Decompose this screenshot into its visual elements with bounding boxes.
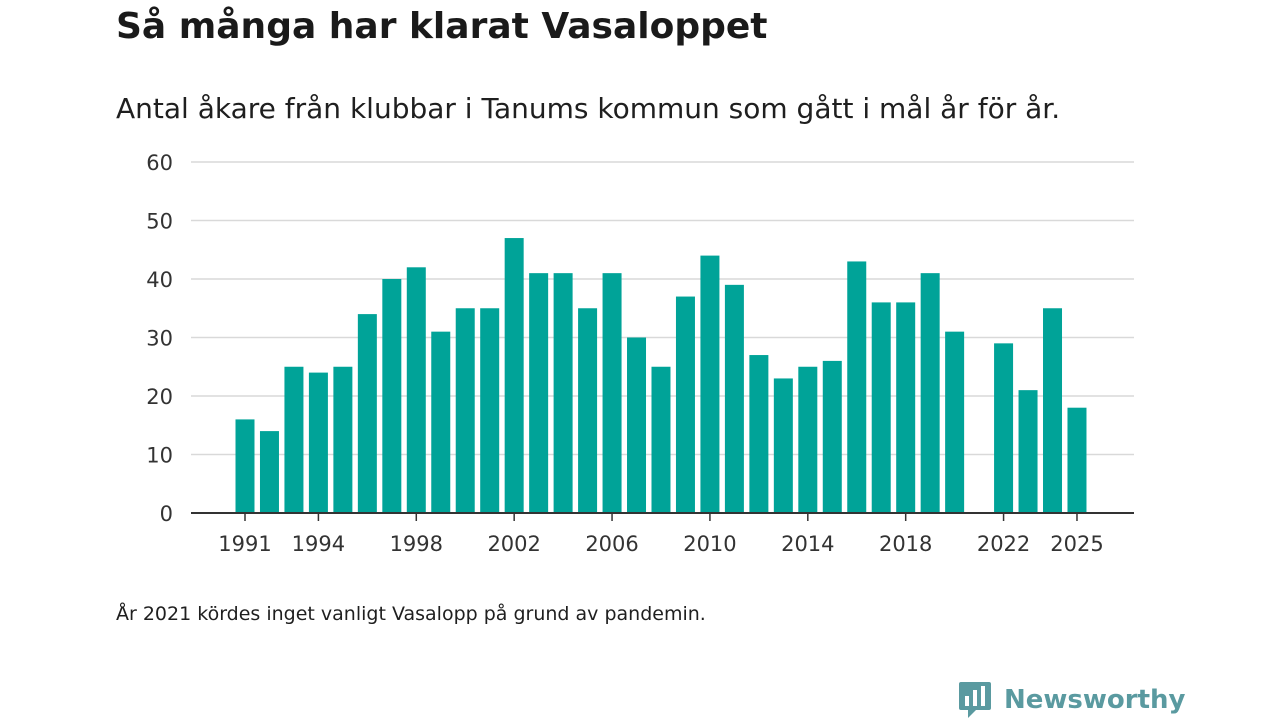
bar-2013 [773,378,793,513]
bar-2009 [675,296,695,513]
x-tick-label: 2010 [683,532,736,556]
y-tick-label: 60 [146,151,173,175]
x-tick-label: 1991 [218,532,271,556]
bar-chart: 0 10 20 30 40 50 60 1991 1994 1998 2002 2006 2010 20… [146,151,1134,556]
y-tick-label: 50 [146,210,173,234]
bar-2015 [822,360,842,513]
brand-name: Newsworthy [1004,685,1186,715]
y-tick-label: 20 [146,385,173,409]
bar-chart-speech-bubble-icon [959,682,991,718]
y-tick-label: 10 [146,444,173,468]
bar-series [235,238,1087,514]
bar-2002 [504,238,524,514]
bar-1996 [357,314,377,513]
x-tick-label: 2025 [1050,532,1103,556]
bar-1997 [382,279,402,513]
bar-2010 [700,255,720,513]
bar-2004 [553,273,573,513]
bar-1994 [308,372,328,513]
bar-2019 [920,273,940,513]
bar-2024 [1043,308,1063,513]
y-tick-label: 40 [146,268,173,292]
x-tick-label: 2014 [781,532,834,556]
bar-1999 [431,331,451,513]
y-tick-label: 30 [146,327,173,351]
bar-2005 [578,308,598,513]
bar-2025 [1067,407,1087,513]
chart-title: Så många har klarat Vasaloppet [116,6,768,47]
x-tick-label: 2018 [879,532,932,556]
bar-2001 [480,308,500,513]
bar-2003 [529,273,549,513]
x-tick-label: 1994 [292,532,345,556]
bar-2006 [602,273,622,513]
bar-2022 [994,343,1014,513]
x-tick-label: 1998 [390,532,443,556]
y-axis-ticks: 0 10 20 30 40 50 60 [146,151,173,526]
bar-1991 [235,419,255,513]
bar-2017 [871,302,891,513]
y-tick-label: 0 [160,502,173,526]
bar-2014 [798,366,818,513]
bar-2007 [627,337,647,513]
bar-1995 [333,366,353,513]
bar-2023 [1018,390,1038,513]
bar-1998 [406,267,426,513]
x-tick-label: 2002 [487,532,540,556]
bar-2012 [749,355,769,513]
bar-2011 [724,284,744,513]
x-tick-label: 2006 [585,532,638,556]
newsworthy-logo: Newsworthy [958,680,1185,720]
bar-1993 [284,366,304,513]
bar-2018 [896,302,916,513]
bar-1992 [259,431,279,513]
bar-2000 [455,308,475,513]
bar-2016 [847,261,867,513]
x-axis-ticks: 1991 1994 1998 2002 2006 2010 2014 2018 2022 2025 [218,513,1104,556]
bar-2008 [651,366,671,513]
x-tick-label: 2022 [977,532,1030,556]
chart-subtitle: Antal åkare från klubbar i Tanums kommun… [116,92,1061,125]
bar-2020 [945,331,965,513]
chart-footnote: År 2021 kördes inget vanligt Vasalopp på… [116,603,706,625]
